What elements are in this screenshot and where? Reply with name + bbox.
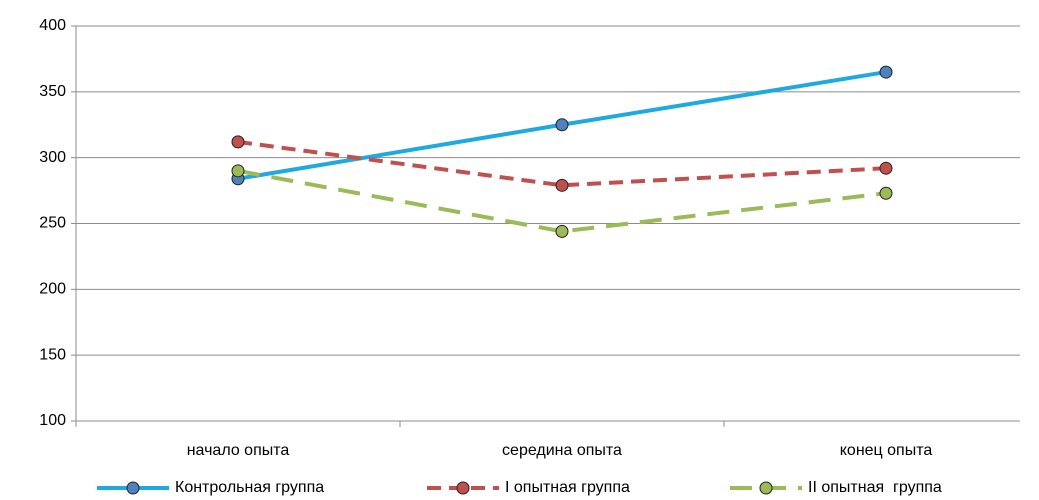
y-tick-label: 400 [39, 17, 66, 34]
y-tick-label: 350 [39, 83, 66, 100]
marker [555, 118, 569, 132]
legend-marker [126, 481, 140, 495]
y-tick-label: 100 [39, 412, 66, 429]
legend-label: I опытная группа [505, 479, 630, 496]
y-tick-label: 300 [39, 149, 66, 166]
marker [555, 178, 569, 192]
y-tick-label: 200 [39, 281, 66, 298]
marker [231, 135, 245, 149]
x-tick-label: начало опыта [187, 442, 290, 459]
legend-marker [456, 481, 470, 495]
x-tick-label: середина опыта [502, 442, 622, 459]
y-tick-label: 250 [39, 215, 66, 232]
legend-marker [759, 481, 773, 495]
series-line [237, 168, 887, 234]
marker [879, 186, 893, 200]
legend-label: Контрольная группа [175, 479, 324, 496]
legend-label: II опытная группа [808, 479, 942, 496]
marker [879, 161, 893, 175]
marker [231, 164, 245, 178]
y-tick-label: 150 [39, 346, 66, 363]
marker [879, 65, 893, 79]
x-tick-label: конец опыта [840, 442, 933, 459]
marker [555, 224, 569, 238]
